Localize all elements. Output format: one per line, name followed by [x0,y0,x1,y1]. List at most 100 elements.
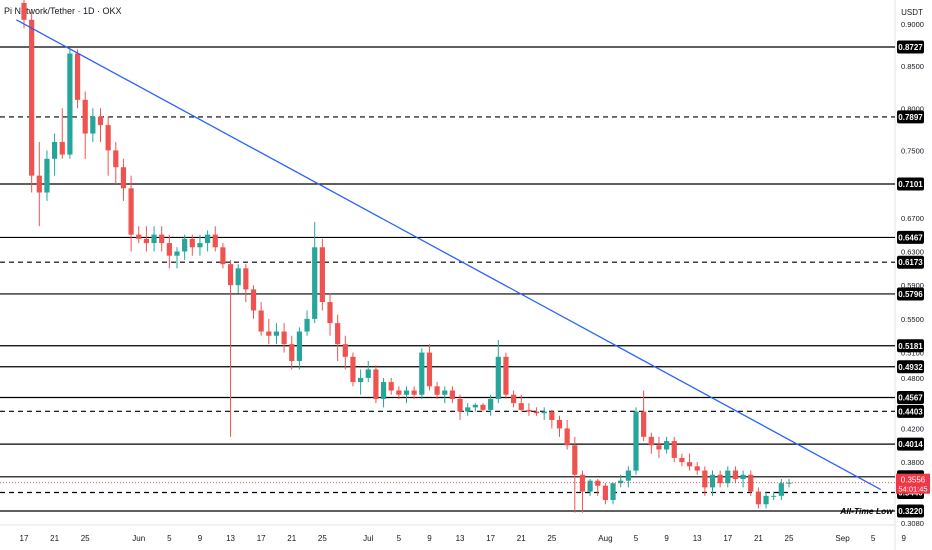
candle-body [380,382,387,399]
candle-body [786,482,792,484]
candle-body [350,356,356,383]
x-tick-label: 5 [397,534,402,543]
candle-body [648,436,654,446]
candle-body [327,302,333,324]
level-tag-label: 0.7101 [898,180,923,189]
candle-body [511,394,517,404]
candle-body [671,441,677,458]
candle-body [342,344,348,357]
level-tag-label: 0.6173 [898,258,923,267]
candle-body [159,234,165,244]
y-tick-label: 0.3800 [901,458,924,467]
current-price-label: 0.3556 [901,476,926,485]
x-tick-label: 9 [902,534,907,543]
candle-body [411,390,417,395]
x-tick-label: 25 [785,534,794,543]
candle-body [709,474,716,488]
candle-body [205,234,211,244]
candle-body [740,474,746,479]
candle-body [36,175,42,193]
y-tick-label: 0.6300 [901,247,924,256]
level-tag [897,339,924,353]
candle-body [541,411,547,414]
level-tag-label: 0.5181 [898,342,923,351]
candle-body [120,167,127,189]
candle-body [388,382,394,391]
level-tag-label: 0.4932 [898,363,923,372]
candle-body [52,141,58,159]
currency-label: USDT [901,8,923,17]
candle-body [136,234,142,239]
x-tick-label: 17 [486,534,495,543]
candle-body [212,234,218,248]
candle-body [495,356,501,399]
candle-body [151,234,157,244]
candle-body [465,407,471,412]
candle-body [189,238,195,248]
candle-body [128,188,134,235]
candle-body [44,158,50,193]
candle-body [755,491,761,505]
level-tag [897,255,924,269]
candle-body [235,268,241,286]
candle-body [679,457,685,463]
candle-body [442,390,448,395]
candle-body [449,390,455,399]
candle-body [250,289,257,311]
candle-body [67,53,73,155]
plot-area [0,0,895,513]
candle-body [21,2,27,20]
x-tick-label: 21 [50,534,59,543]
candle-body [105,125,111,151]
candle-body [778,483,784,496]
candle-body [29,19,35,176]
level-tag-label: 0.6467 [898,233,923,242]
candle-body [434,386,440,395]
level-tag [897,40,924,54]
level-tag [897,504,924,518]
candle-body [587,480,593,492]
candle-body [335,323,341,345]
candle-body [220,247,226,265]
candle-body [365,369,371,378]
x-tick-label: 9 [427,534,432,543]
candle-body [633,411,639,471]
level-tag-label: 0.7897 [898,113,923,122]
candle-body [610,483,616,501]
x-tick-label: Jul [363,534,373,543]
candle-body [748,474,754,492]
level-tag [897,437,924,451]
candle-body [396,390,402,395]
level-tag-label: 0.4014 [898,440,923,449]
candle-body [82,99,88,134]
candle-body [90,116,96,134]
level-tag-label: 0.4567 [898,394,923,403]
candle-body [480,404,486,410]
y-tick-label: 0.4800 [901,374,924,383]
level-tag [897,287,924,301]
candle-body [197,243,203,248]
candle-body [664,441,670,450]
x-tick-label: 21 [287,534,296,543]
candle-body [641,411,647,437]
candle-body [503,356,509,395]
candle-body [595,480,601,486]
x-tick-label: 9 [664,534,669,543]
x-tick-label: 13 [693,534,702,543]
candle-body [426,352,433,387]
candle-body [572,445,578,475]
candle-body [732,470,739,479]
y-tick-label: 0.5900 [901,281,924,290]
candle-body [725,470,731,484]
candle-body [296,331,302,362]
candle-body [182,238,188,252]
level-tag-label: 0.8727 [898,43,923,52]
level-tag [897,360,924,374]
candle-body [59,141,65,155]
trendline [16,19,882,491]
level-tag [897,110,924,124]
candle-body [243,268,249,290]
candle-body [771,495,777,497]
x-tick-label: 13 [226,534,235,543]
